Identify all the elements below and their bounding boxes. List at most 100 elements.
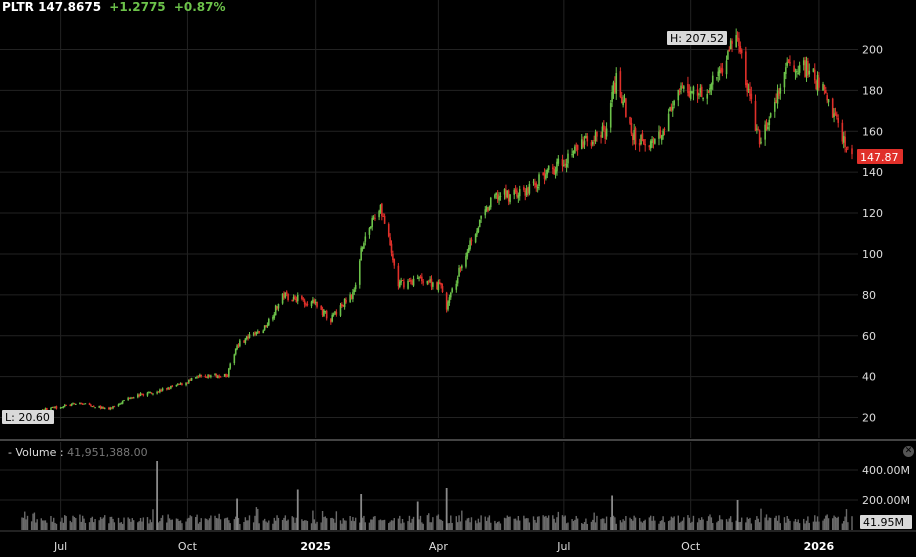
volume-bar <box>699 520 702 530</box>
candle-body <box>604 130 607 139</box>
volume-bar <box>621 522 623 530</box>
volume-bar <box>390 520 393 530</box>
volume-bar <box>272 523 274 530</box>
volume-bar <box>393 518 395 530</box>
candle-body <box>234 348 237 355</box>
candle-body <box>798 65 801 73</box>
volume-bar <box>295 517 298 530</box>
volume-bar <box>266 522 269 530</box>
volume-bar <box>33 512 36 530</box>
volume-bar <box>698 518 700 530</box>
volume-bar <box>634 517 637 530</box>
candle-body <box>276 306 278 309</box>
volume-bar <box>92 522 95 530</box>
candle-body <box>812 68 815 72</box>
volume-bar <box>239 523 241 530</box>
volume-bar <box>575 515 577 530</box>
candle-body <box>728 49 731 52</box>
close-panel-icon[interactable]: ✕ <box>903 446 914 457</box>
candle-body <box>833 113 835 117</box>
volume-bar <box>450 515 452 530</box>
volume-bar <box>669 520 671 530</box>
volume-bar <box>262 520 264 530</box>
volume-bar <box>775 515 777 530</box>
candle-body <box>225 374 227 377</box>
volume-bar <box>812 521 815 530</box>
candle-body <box>410 279 412 282</box>
candle-body <box>489 197 492 208</box>
candle-body <box>316 301 318 307</box>
volume-spike-bar <box>296 489 299 530</box>
candle-body <box>662 130 664 137</box>
candle-body <box>663 128 666 130</box>
candle-body <box>498 196 500 201</box>
candle-body <box>59 407 62 409</box>
volume-bar <box>419 515 422 530</box>
volume-bar <box>630 519 633 530</box>
volume-bar <box>582 523 584 530</box>
volume-bar <box>556 517 558 530</box>
volume-bar <box>741 517 743 530</box>
volume-bar <box>383 519 386 530</box>
volume-bar <box>178 520 180 530</box>
volume-bar <box>326 518 328 530</box>
volume-bar <box>284 515 287 530</box>
volume-bar <box>265 521 267 530</box>
candle-body <box>845 149 848 151</box>
volume-bar <box>388 523 390 530</box>
volume-bar <box>25 519 27 530</box>
candle-body <box>188 380 190 383</box>
volume-bar <box>40 518 43 530</box>
volume-bar <box>758 522 761 530</box>
candle-body <box>178 384 180 386</box>
collapse-icon[interactable]: - <box>8 446 12 459</box>
candle-body <box>658 131 660 139</box>
candle-body <box>804 60 806 78</box>
volume-bar <box>662 516 664 530</box>
volume-bar <box>767 520 769 530</box>
candle-body <box>447 302 449 310</box>
volume-bar <box>320 522 322 530</box>
volume-bar <box>426 515 429 530</box>
volume-bar <box>274 520 277 530</box>
volume-bar <box>62 522 65 530</box>
volume-bar <box>610 517 612 530</box>
volume-bar <box>177 518 179 530</box>
volume-bar <box>257 508 259 530</box>
candle-body <box>237 344 240 346</box>
candle-body <box>358 260 361 285</box>
candle-body <box>127 397 129 401</box>
candle-body <box>808 70 811 75</box>
candle-body <box>564 163 567 166</box>
candle-body <box>756 128 758 130</box>
volume-bar <box>702 519 704 530</box>
volume-bar <box>633 515 635 530</box>
volume-bar <box>254 515 256 530</box>
volume-bar <box>204 518 207 530</box>
candle-body <box>372 217 375 219</box>
volume-bar <box>826 514 828 530</box>
volume-bar <box>513 518 515 530</box>
volume-bar <box>643 520 645 530</box>
volume-bar <box>525 518 528 530</box>
candle-body <box>157 391 160 393</box>
candle-body <box>456 277 459 284</box>
volume-bar <box>252 522 255 530</box>
candle-body <box>371 218 373 227</box>
volume-bar <box>61 517 63 530</box>
volume-bar <box>430 522 433 530</box>
candle-body <box>266 324 269 327</box>
candle-body <box>142 394 145 396</box>
candle-body <box>273 314 276 318</box>
candle-body <box>600 134 602 138</box>
volume-bar <box>94 518 96 530</box>
candle-body <box>641 133 644 141</box>
volume-bar <box>440 519 442 530</box>
volume-bar <box>612 515 615 530</box>
volume-bar <box>837 516 839 530</box>
volume-bar <box>765 514 768 530</box>
candle-body <box>80 403 83 405</box>
volume-bar <box>283 517 285 530</box>
candle-body <box>757 129 760 131</box>
candle-body <box>727 51 729 60</box>
